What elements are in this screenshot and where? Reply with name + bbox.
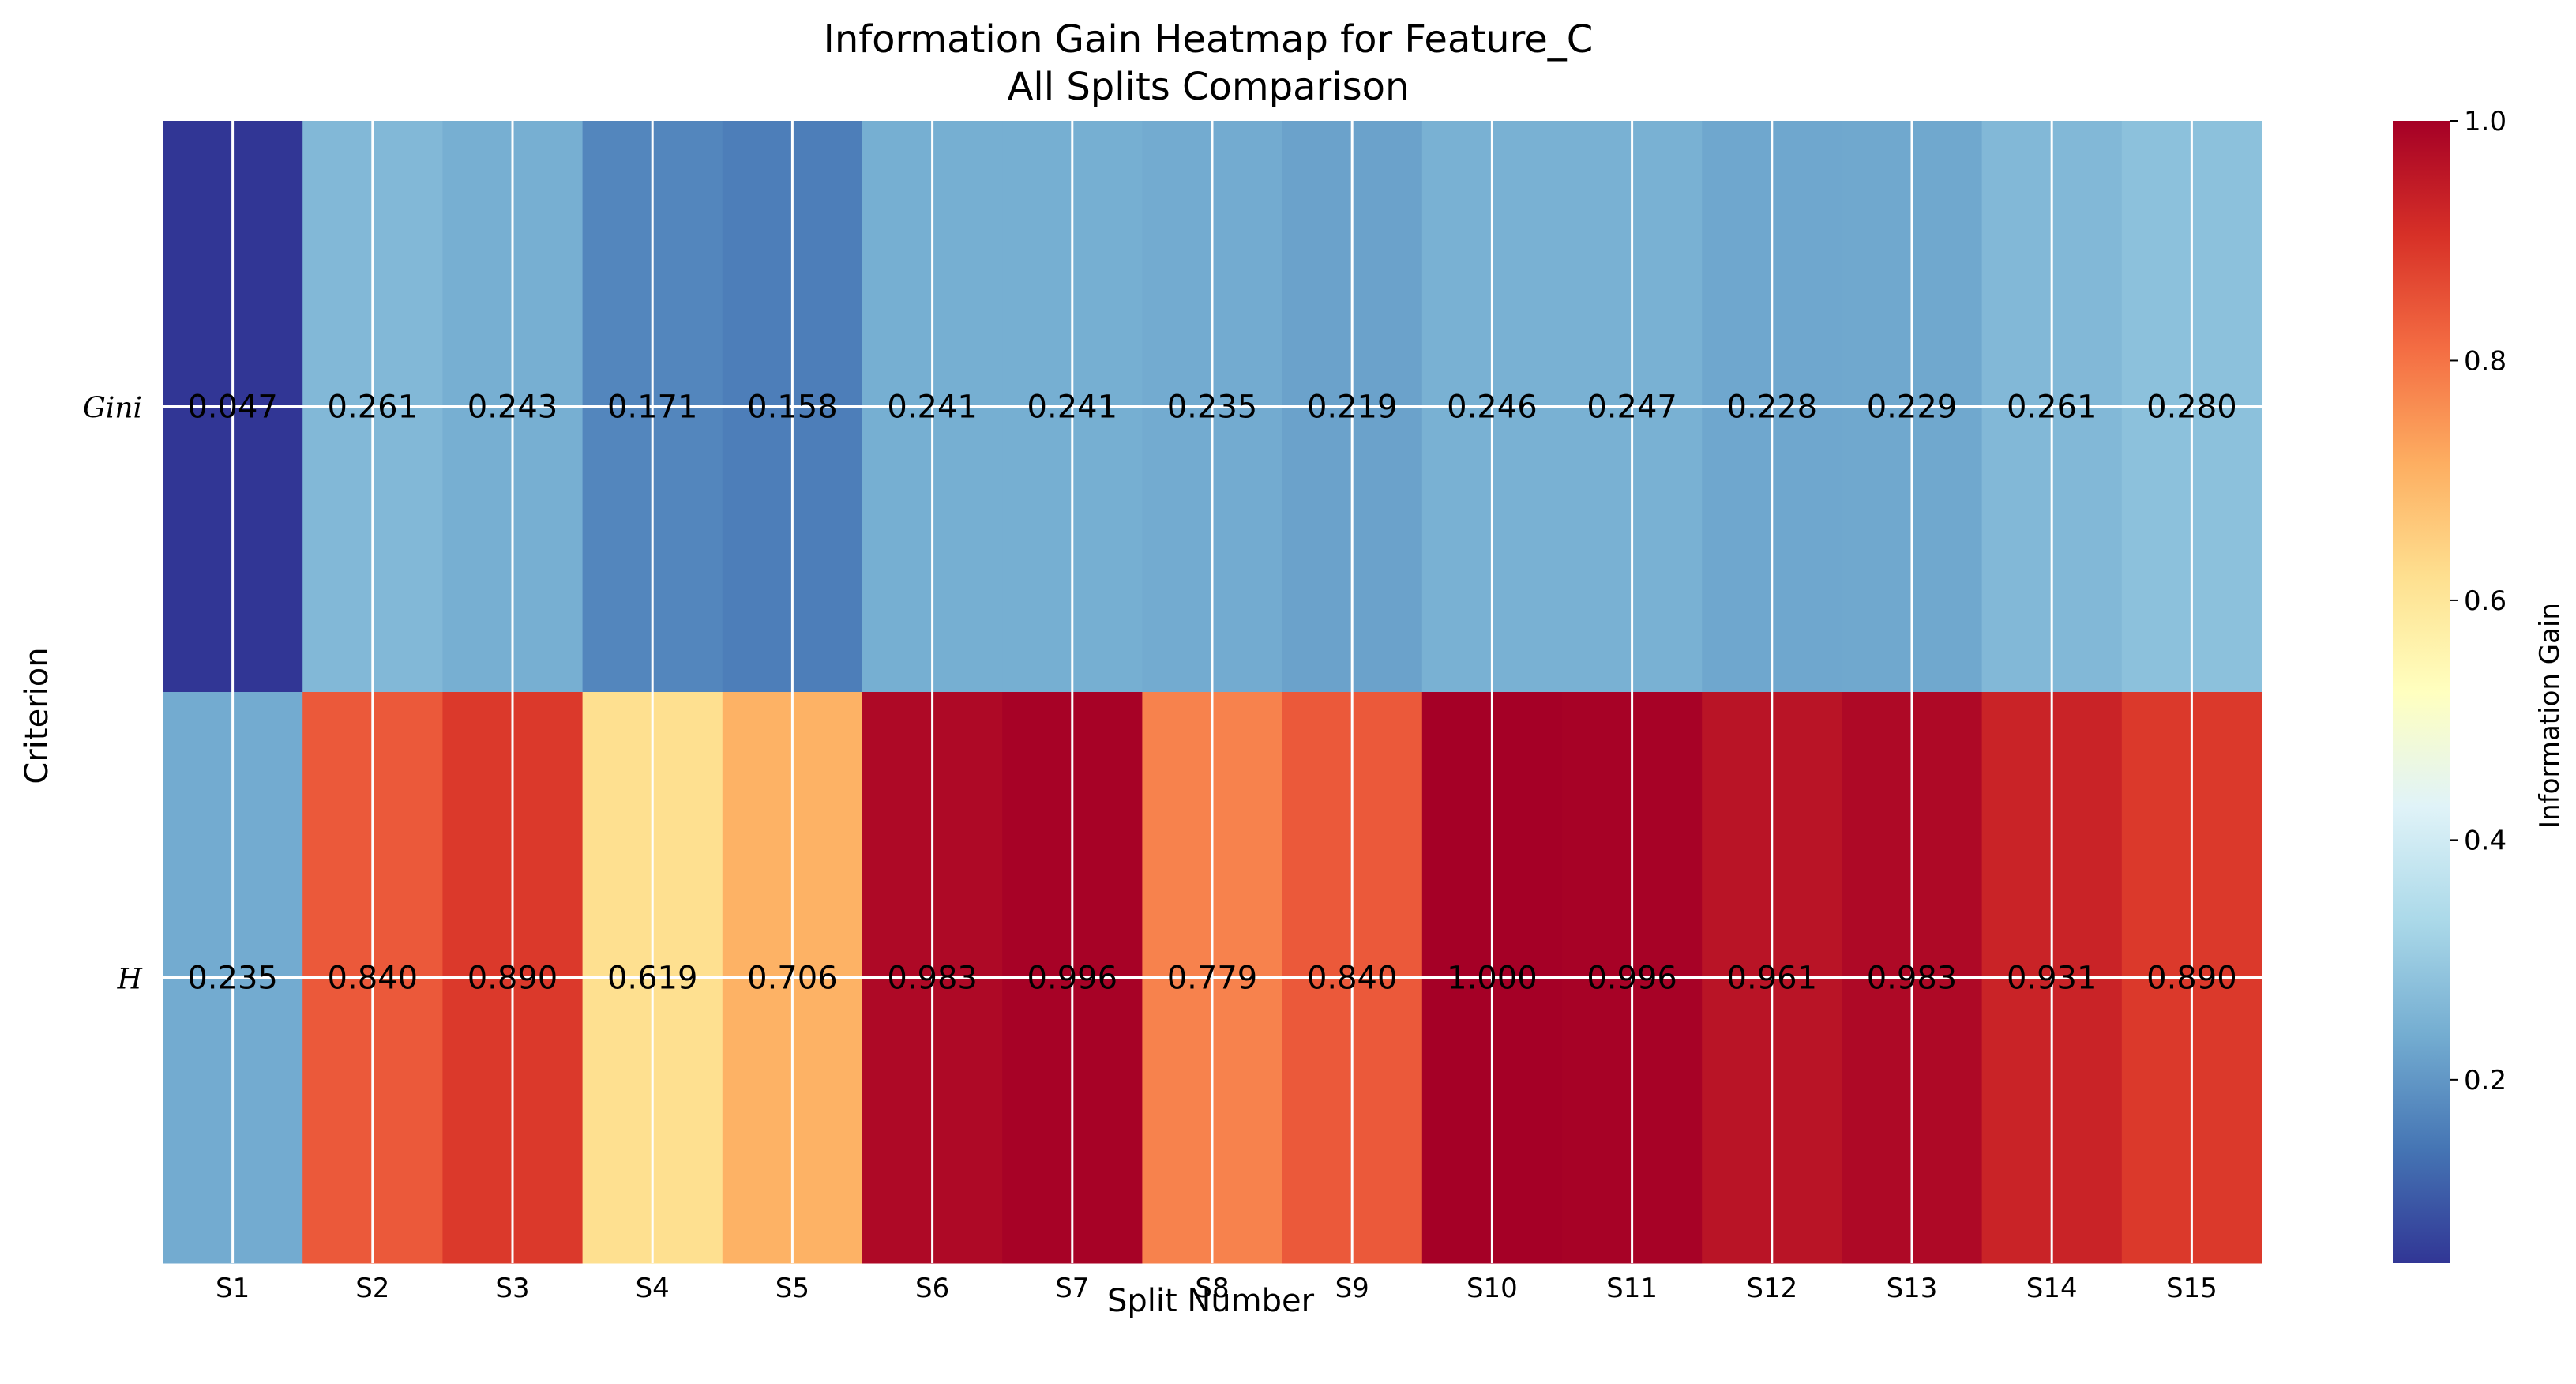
x-tick-label: S1 [216,1273,250,1304]
colorbar-label: Information Gain [2534,603,2566,829]
cell-value-label: 0.171 [607,389,698,426]
x-tick-label: S7 [1055,1273,1089,1304]
cell-value-labels: 0.047 0.261 0.243 0.171 0.158 0.241 0.241 0.235… [187,389,2236,997]
colorbar-tick-label: 0.2 [2464,1065,2507,1096]
cell-value-label: 0.890 [468,961,558,997]
cell-value-label: 0.229 [1867,389,1958,426]
cell-value-label: 0.235 [187,961,278,997]
cell-value-label: 0.983 [887,961,978,997]
cell-value-label: 0.047 [187,389,278,426]
y-tick-label: H [117,964,143,996]
y-axis-label: Criterion [19,647,55,784]
cell-value-label: 0.619 [607,961,698,997]
cell-value-label: 0.247 [1587,389,1677,426]
x-axis-ticks: S1 S2 S3 S4 S5 S6 S7 S8 S9 S10 S11 S12 S13 S14 S15 [216,1273,2217,1304]
cell-value-label: 0.261 [328,389,419,426]
cell-value-label: 0.158 [747,389,838,426]
cell-value-label: 0.996 [1587,961,1677,997]
x-tick-label: S6 [915,1273,949,1304]
cell-value-label: 0.228 [1727,389,1818,426]
cell-value-label: 0.235 [1167,389,1258,426]
x-tick-label: S13 [1887,1273,1938,1304]
cell-value-label: 0.840 [1307,961,1398,997]
cell-value-label: 0.779 [1167,961,1258,997]
colorbar: 0.2 0.4 0.6 0.8 1.0 [2393,106,2507,1263]
cell-value-label: 0.840 [328,961,419,997]
x-tick-label: S11 [1606,1273,1658,1304]
colorbar-tick-label: 0.8 [2464,345,2507,377]
x-tick-label: S8 [1195,1273,1229,1304]
x-tick-label: S14 [2026,1273,2078,1304]
cell-value-label: 0.246 [1447,389,1538,426]
colorbar-tick-label: 0.4 [2464,825,2507,856]
x-tick-label: S5 [775,1273,809,1304]
x-tick-label: S4 [636,1273,670,1304]
y-tick-label: Gini [83,393,142,425]
x-tick-label: S9 [1335,1273,1369,1304]
cell-value-label: 0.890 [2146,961,2237,997]
cell-value-label: 0.983 [1867,961,1958,997]
cell-value-label: 0.706 [747,961,838,997]
cell-value-label: 0.996 [1027,961,1118,997]
cell-value-label: 0.241 [1027,389,1118,426]
x-axis-label: Split Number [1107,1283,1315,1319]
colorbar-tick-label: 1.0 [2464,106,2507,137]
cell-value-label: 0.280 [2146,389,2237,426]
cell-value-label: 0.261 [2007,389,2097,426]
x-tick-label: S15 [2166,1273,2217,1304]
x-tick-label: S10 [1466,1273,1518,1304]
chart-subtitle: All Splits Comparison [1008,65,1410,109]
chart-title: Information Gain Heatmap for Feature_C [824,17,1594,62]
cell-value-label: 1.000 [1447,961,1538,997]
y-axis-ticks: Gini H [83,393,143,996]
cell-value-label: 0.219 [1307,389,1398,426]
cell-value-label: 0.931 [2007,961,2097,997]
cell-value-label: 0.961 [1727,961,1818,997]
x-tick-label: S3 [495,1273,529,1304]
x-tick-label: S12 [1746,1273,1797,1304]
x-tick-label: S2 [355,1273,389,1304]
colorbar-gradient [2393,121,2450,1263]
cell-value-label: 0.241 [887,389,978,426]
cell-value-label: 0.243 [468,389,558,426]
grid-lines [163,121,2262,1263]
colorbar-tick-label: 0.6 [2464,585,2507,617]
